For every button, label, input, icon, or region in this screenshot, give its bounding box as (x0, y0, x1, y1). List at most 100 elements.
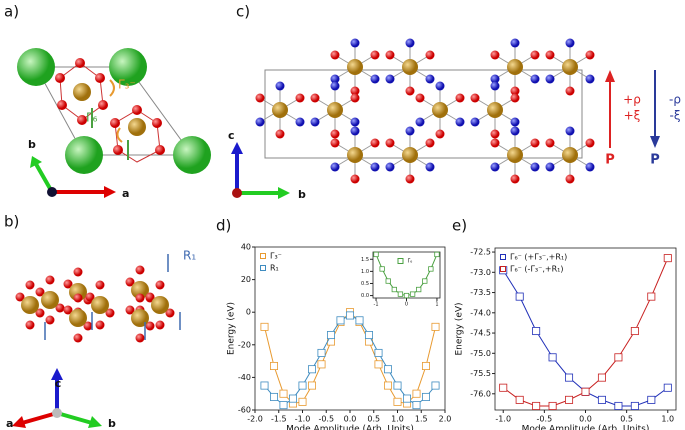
atom (272, 102, 288, 118)
atom (55, 303, 65, 313)
atom (415, 117, 425, 127)
atom (350, 93, 360, 103)
atom (487, 102, 503, 118)
marker (409, 291, 416, 297)
atoms-c (255, 38, 595, 184)
legend-label: Γ₆⁻ (-Γ₃⁻,+R₁) (510, 265, 563, 274)
y-tick-label: 1.5 (361, 257, 369, 263)
atom (330, 129, 340, 139)
atom (425, 50, 435, 60)
y-tick-label: -40 (238, 373, 251, 382)
legend-marker (500, 266, 506, 272)
x-tick-label: 1.0 (391, 415, 404, 424)
marker (431, 322, 440, 331)
atom (350, 126, 360, 136)
atom (295, 117, 305, 127)
atom (435, 129, 445, 139)
atom (405, 174, 415, 184)
atom (585, 138, 595, 148)
marker (307, 381, 316, 390)
atom (510, 93, 520, 103)
series-line (502, 257, 669, 407)
x-tick-label: -1 (374, 302, 379, 308)
atom (507, 59, 523, 75)
panel-label: d) (216, 217, 231, 235)
marker (393, 397, 402, 406)
atom (432, 102, 448, 118)
marker (397, 291, 404, 297)
atom (131, 281, 149, 299)
legend-label: Γ₆ (408, 259, 413, 265)
legend-label: R₁ (270, 264, 279, 273)
axis-label: b (298, 188, 306, 201)
atom (562, 147, 578, 163)
y-tick-label: 40 (241, 243, 251, 252)
atom (73, 333, 83, 343)
atom (405, 38, 415, 48)
marker (421, 361, 430, 370)
atom (330, 81, 340, 91)
y-tick-label: -20 (238, 340, 251, 349)
order-label: +ρ (623, 93, 641, 107)
axes-a (30, 156, 116, 198)
atom (545, 138, 555, 148)
y-tick-label: -74.0 (470, 308, 491, 317)
marker (532, 401, 541, 410)
axes-b (12, 368, 102, 428)
atom (125, 277, 135, 287)
atom (565, 38, 575, 48)
legend-label: Γ₆⁻ (+Γ₃⁻,+R₁) (510, 253, 567, 262)
atom (145, 321, 155, 331)
marker (597, 373, 606, 382)
panel-label: e) (452, 217, 467, 235)
marker (499, 383, 508, 392)
marker (355, 316, 364, 325)
atom (275, 129, 285, 139)
atom (507, 147, 523, 163)
atom (530, 138, 540, 148)
atom (35, 287, 45, 297)
x-tick-label: -0.5 (318, 415, 334, 424)
atom (585, 74, 595, 84)
atom (402, 147, 418, 163)
order-label: +ξ (624, 109, 641, 123)
atom (370, 50, 380, 60)
atom (310, 93, 320, 103)
marker (379, 266, 385, 272)
y-tick-label: -76.0 (470, 389, 491, 398)
marker (269, 361, 278, 370)
atom (95, 280, 105, 290)
atom (327, 102, 343, 118)
atom (545, 50, 555, 60)
legend-marker (500, 254, 506, 260)
marker (298, 397, 307, 406)
atom (370, 162, 380, 172)
atom (510, 126, 520, 136)
mode-label: Γ₆ (86, 111, 98, 125)
x-tick-label: 1 (435, 302, 438, 308)
marker (565, 395, 574, 404)
marker (307, 365, 316, 374)
marker (373, 251, 379, 258)
atom (545, 162, 555, 172)
atom (455, 93, 465, 103)
atom (350, 38, 360, 48)
atom (530, 50, 540, 60)
marker (317, 348, 326, 357)
atom (95, 320, 105, 330)
y-tick-label: 0.0 (361, 293, 369, 299)
atom (405, 86, 415, 96)
legend-marker (397, 258, 404, 264)
atom (350, 117, 360, 127)
y-tick-label: 0 (246, 308, 251, 317)
atom (510, 38, 520, 48)
y-tick-label: -73.0 (470, 268, 491, 277)
marker (647, 395, 656, 404)
atom (510, 174, 520, 184)
atom (385, 162, 395, 172)
atom (330, 50, 340, 60)
y-axis-label: Energy (eV) (455, 302, 465, 355)
atom (155, 320, 165, 330)
axes-c (231, 142, 290, 199)
marker (422, 278, 428, 284)
